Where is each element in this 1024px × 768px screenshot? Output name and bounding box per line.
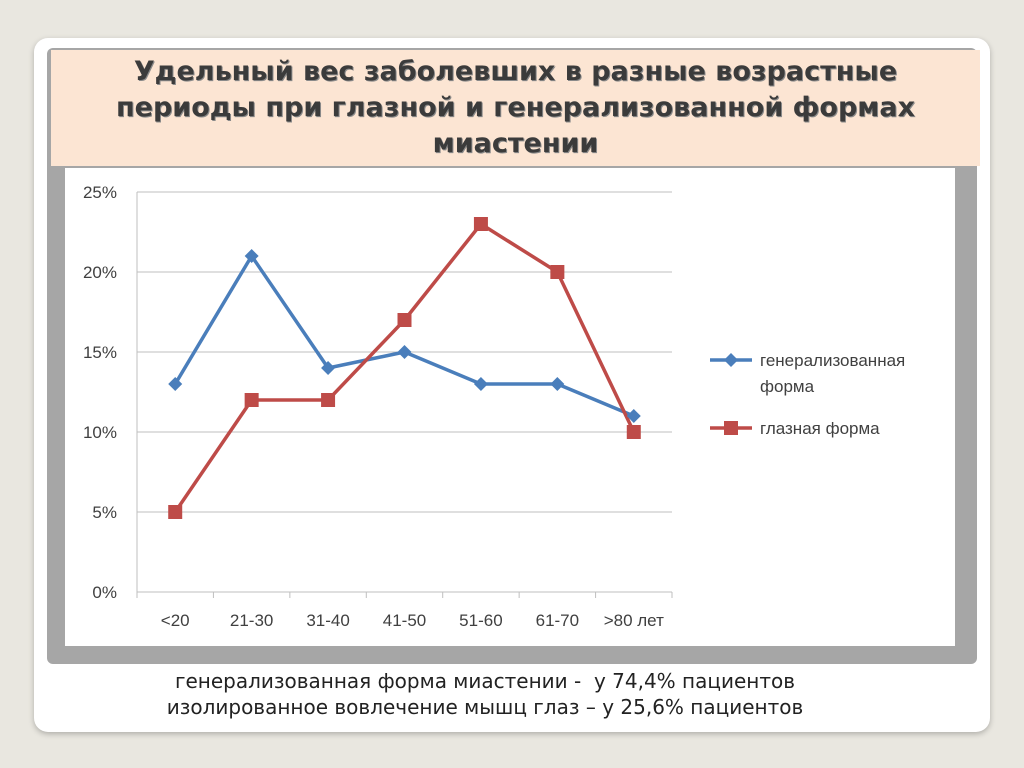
legend-label-0: форма: [760, 377, 815, 396]
x-tick-label: <20: [161, 611, 190, 630]
y-tick-label: 0%: [92, 583, 117, 602]
data-point-1: [168, 505, 183, 519]
legend-marker-1: [724, 421, 738, 435]
x-tick-label: 21-30: [230, 611, 273, 630]
x-tick-label: 51-60: [459, 611, 502, 630]
x-tick-label: 31-40: [306, 611, 349, 630]
data-point-1: [397, 313, 412, 327]
x-tick-label: 61-70: [536, 611, 579, 630]
plot-panel: 0% 5% 10% 15% 20% 25% <20 21-30 31-40 41-50 51-60 6…: [65, 168, 955, 646]
legend-marker-0: [724, 353, 738, 367]
legend-label-1: глазная форма: [760, 419, 880, 438]
data-point-0: [397, 345, 412, 359]
data-point-1: [626, 425, 641, 439]
y-tick-label: 20%: [83, 263, 117, 282]
footnote-line-1: генерализованная форма миастении - у 74,…: [174, 669, 796, 693]
x-tick-label: 41-50: [383, 611, 426, 630]
data-point-0: [244, 249, 259, 263]
data-point-0: [321, 361, 336, 375]
data-point-0: [473, 377, 488, 391]
data-point-0: [550, 377, 565, 391]
data-point-1: [321, 393, 336, 407]
line-chart: 0% 5% 10% 15% 20% 25% <20 21-30 31-40 41-50 51-60 6…: [83, 183, 905, 630]
y-tick-label: 5%: [92, 503, 117, 522]
series-line-0: [173, 254, 635, 418]
footnote: генерализованная форма миастении - у 74,…: [60, 668, 910, 720]
slide-title: Удельный вес заболевших в разные возраст…: [115, 56, 916, 159]
y-tick-label: 10%: [83, 423, 117, 442]
x-tick-label: >80 лет: [604, 611, 664, 630]
data-point-1: [550, 265, 565, 279]
y-tick-label: 25%: [83, 183, 117, 202]
data-point-1: [244, 393, 259, 407]
y-tick-label: 15%: [83, 343, 117, 362]
data-point-0: [626, 409, 641, 423]
footnote-line-2: изолированное вовлечение мышц глаз – у 2…: [166, 695, 804, 719]
legend-label-0: генерализованная: [760, 351, 905, 370]
data-point-0: [168, 377, 183, 391]
title-band: Удельный вес заболевших в разные возраст…: [51, 50, 980, 166]
data-point-1: [473, 217, 488, 231]
